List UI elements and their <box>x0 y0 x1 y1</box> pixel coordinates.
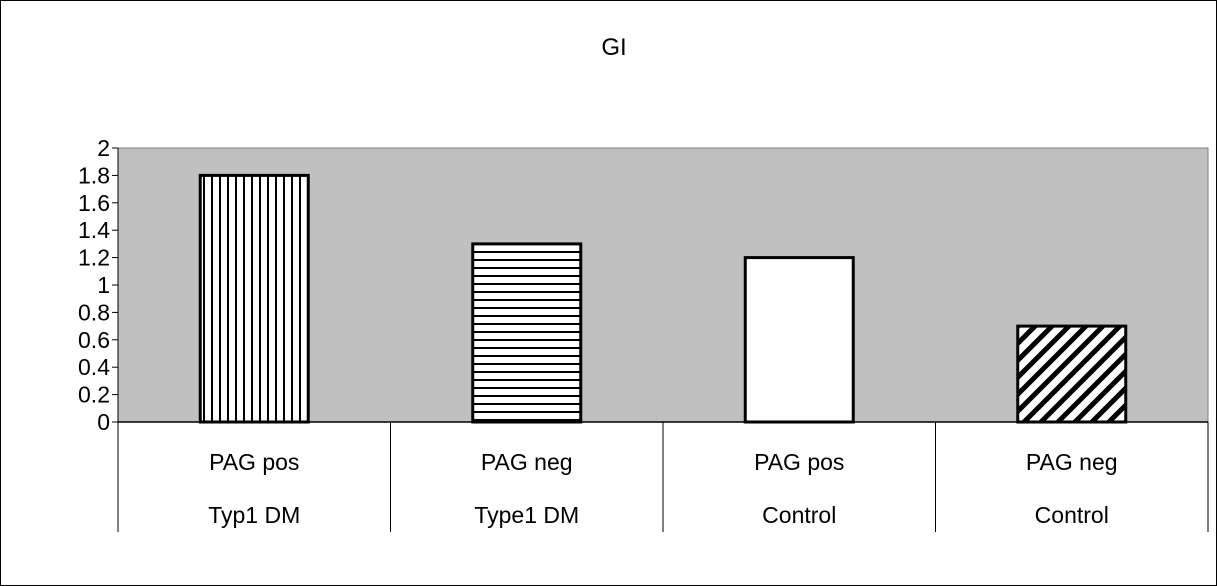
y-tick-label: 0.8 <box>78 299 110 325</box>
y-tick-label: 0 <box>97 409 110 435</box>
x-tick-label-level2: Control <box>1035 502 1109 528</box>
x-tick-label-level2: Control <box>762 502 836 528</box>
y-tick-label: 1.2 <box>78 245 110 271</box>
y-tick-label: 0.4 <box>78 354 110 380</box>
x-tick-label-level1: PAG pos <box>209 449 299 475</box>
y-tick-label: 0.2 <box>78 382 110 408</box>
x-tick-label-level2: Type1 DM <box>474 502 579 528</box>
chart-title: GI <box>601 34 626 61</box>
bar-1 <box>198 173 310 424</box>
bar-4 <box>1016 324 1128 424</box>
y-tick-label: 2 <box>97 135 110 161</box>
y-tick-label: 1.6 <box>78 190 110 216</box>
x-tick-label-level1: PAG neg <box>1026 449 1118 475</box>
y-tick-label: 1 <box>97 272 110 298</box>
y-tick-label: 1.8 <box>78 162 110 188</box>
y-tick-label: 0.6 <box>78 327 110 353</box>
x-tick-label-level1: PAG pos <box>754 449 844 475</box>
x-tick-label-level2: Typ1 DM <box>208 502 300 528</box>
bar-2 <box>471 242 583 424</box>
bar-3 <box>743 256 855 424</box>
x-tick-label-level1: PAG neg <box>481 449 573 475</box>
y-tick-label: 1.4 <box>78 217 110 243</box>
